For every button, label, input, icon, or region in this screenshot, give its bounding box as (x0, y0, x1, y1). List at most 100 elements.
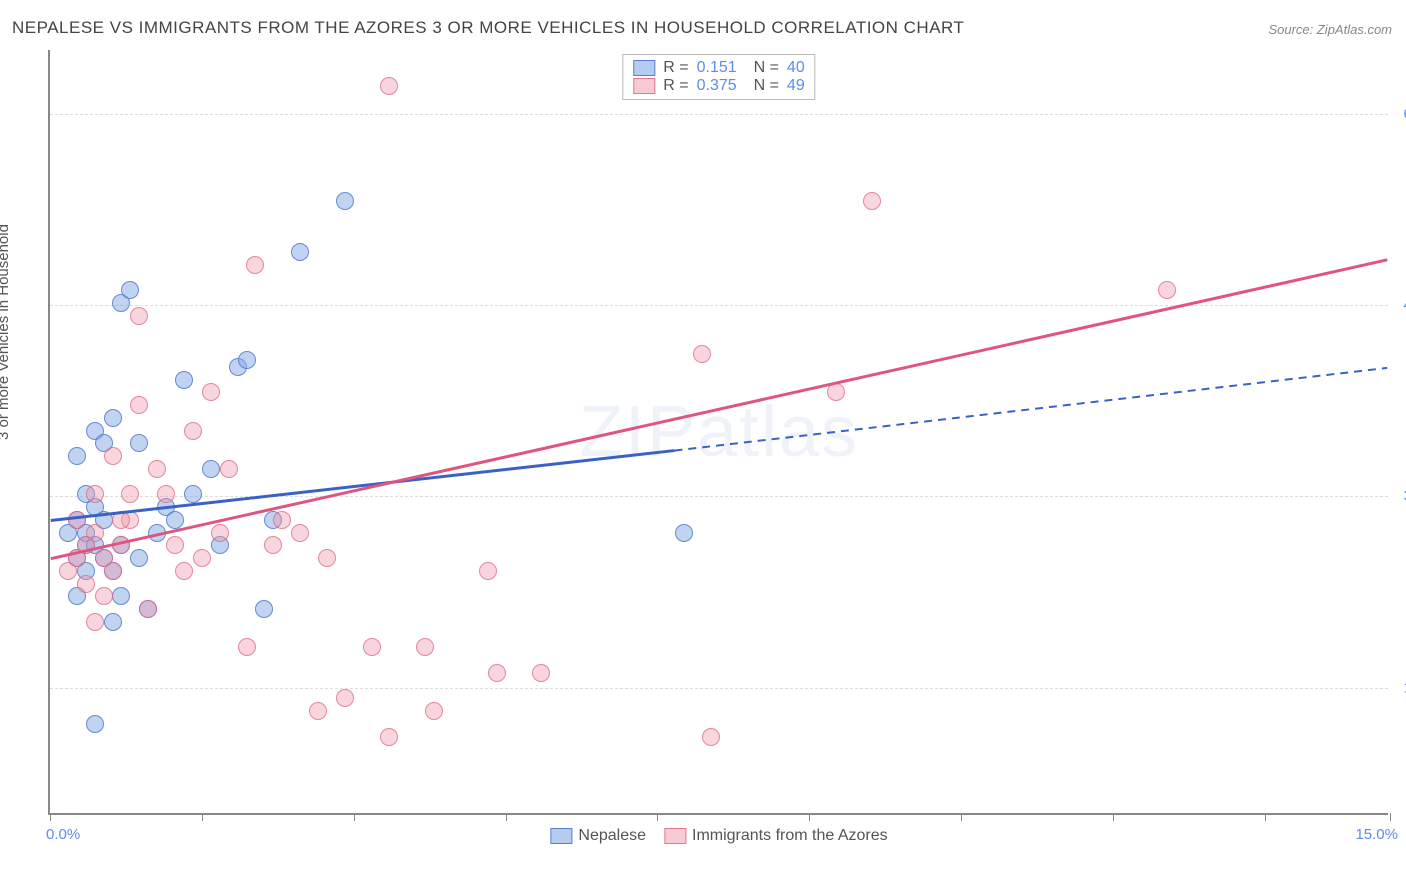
data-point (130, 434, 148, 452)
x-tick (809, 813, 810, 821)
data-point (238, 638, 256, 656)
data-point (220, 460, 238, 478)
y-axis-label: 3 or more Vehicles in Household (0, 224, 12, 440)
data-point (104, 562, 122, 580)
x-tick (50, 813, 51, 821)
n-value-b: 49 (787, 77, 805, 95)
legend-stats-row-a: R = 0.151 N = 40 (633, 59, 804, 77)
x-tick (506, 813, 507, 821)
n-value-a: 40 (787, 59, 805, 77)
data-point (175, 371, 193, 389)
data-point (380, 728, 398, 746)
data-point (121, 281, 139, 299)
watermark: ZIPatlas (579, 391, 859, 473)
data-point (336, 689, 354, 707)
data-point (95, 587, 113, 605)
data-point (202, 460, 220, 478)
n-label: N = (745, 77, 779, 95)
data-point (246, 256, 264, 274)
data-point (121, 485, 139, 503)
data-point (77, 536, 95, 554)
data-point (184, 485, 202, 503)
data-point (193, 549, 211, 567)
x-tick (354, 813, 355, 821)
data-point (211, 524, 229, 542)
data-point (112, 587, 130, 605)
data-point (166, 536, 184, 554)
data-point (86, 715, 104, 733)
swatch-azores-icon (664, 828, 686, 844)
data-point (675, 524, 693, 542)
x-axis-min-label: 0.0% (46, 826, 80, 843)
data-point (336, 192, 354, 210)
x-axis-max-label: 15.0% (1355, 826, 1398, 843)
data-point (702, 728, 720, 746)
legend-stats-row-b: R = 0.375 N = 49 (633, 77, 804, 95)
x-tick (1265, 813, 1266, 821)
data-point (184, 422, 202, 440)
data-point (68, 447, 86, 465)
x-tick (202, 813, 203, 821)
gridline (50, 305, 1388, 306)
gridline (50, 496, 1388, 497)
data-point (309, 702, 327, 720)
data-point (693, 345, 711, 363)
r-label: R = (663, 77, 688, 95)
legend-stats: R = 0.151 N = 40 R = 0.375 N = 49 (622, 54, 815, 100)
legend-item-azores: Immigrants from the Azores (664, 827, 888, 845)
legend-label-a: Nepalese (578, 827, 646, 845)
data-point (157, 485, 175, 503)
data-point (104, 409, 122, 427)
data-point (130, 549, 148, 567)
data-point (488, 664, 506, 682)
r-label: R = (663, 59, 688, 77)
source-attribution: Source: ZipAtlas.com (1268, 22, 1392, 37)
data-point (291, 243, 309, 261)
x-tick (961, 813, 962, 821)
data-point (148, 524, 166, 542)
data-point (148, 460, 166, 478)
data-point (86, 485, 104, 503)
data-point (273, 511, 291, 529)
data-point (363, 638, 381, 656)
data-point (255, 600, 273, 618)
regression-lines (50, 50, 1388, 813)
r-value-b: 0.375 (697, 77, 737, 95)
swatch-azores-icon (633, 78, 655, 94)
data-point (112, 511, 130, 529)
data-point (166, 511, 184, 529)
data-point (1158, 281, 1176, 299)
data-point (86, 613, 104, 631)
data-point (863, 192, 881, 210)
legend-label-b: Immigrants from the Azores (692, 827, 888, 845)
data-point (130, 307, 148, 325)
data-point (104, 447, 122, 465)
n-label: N = (745, 59, 779, 77)
data-point (380, 77, 398, 95)
data-point (532, 664, 550, 682)
data-point (264, 536, 282, 554)
data-point (104, 613, 122, 631)
data-point (77, 575, 95, 593)
data-point (202, 383, 220, 401)
chart-title: NEPALESE VS IMMIGRANTS FROM THE AZORES 3… (12, 18, 964, 38)
chart-container: NEPALESE VS IMMIGRANTS FROM THE AZORES 3… (0, 0, 1406, 892)
legend-series: Nepalese Immigrants from the Azores (550, 827, 887, 845)
data-point (139, 600, 157, 618)
swatch-nepalese-icon (633, 60, 655, 76)
data-point (130, 396, 148, 414)
gridline (50, 114, 1388, 115)
plot-area: ZIPatlas R = 0.151 N = 40 R = 0.375 N = … (48, 50, 1388, 815)
r-value-a: 0.151 (697, 59, 737, 77)
data-point (238, 351, 256, 369)
data-point (175, 562, 193, 580)
swatch-nepalese-icon (550, 828, 572, 844)
data-point (318, 549, 336, 567)
gridline (50, 688, 1388, 689)
data-point (479, 562, 497, 580)
x-tick (1113, 813, 1114, 821)
x-tick (1390, 813, 1391, 821)
data-point (827, 383, 845, 401)
data-point (425, 702, 443, 720)
legend-item-nepalese: Nepalese (550, 827, 646, 845)
